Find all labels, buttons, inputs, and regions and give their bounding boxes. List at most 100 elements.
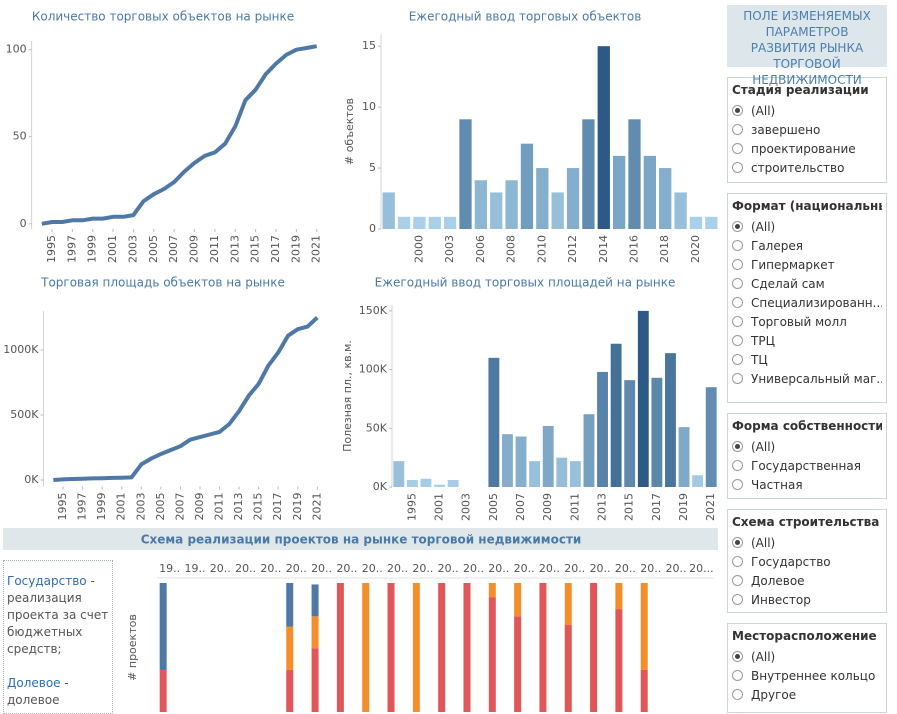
radio-option[interactable]: завершено (732, 120, 882, 139)
radio-option[interactable]: ТРЦ (732, 331, 882, 350)
bar (612, 155, 626, 229)
radio-button[interactable] (732, 316, 743, 327)
radio-option[interactable]: (All) (732, 647, 882, 666)
x-tick-label: 2021 (310, 235, 323, 263)
bar-segment (463, 583, 471, 712)
radio-button[interactable] (732, 670, 743, 681)
x-tick-label: 20.. (438, 562, 459, 575)
bar (443, 216, 457, 229)
bar-segment (286, 583, 294, 627)
radio-button[interactable] (732, 221, 743, 232)
radio-button[interactable] (732, 651, 743, 662)
radio-button[interactable] (732, 297, 743, 308)
radio-button[interactable] (732, 278, 743, 289)
radio-option[interactable]: Государство (732, 552, 882, 571)
filter-title: Форма собственности (732, 419, 882, 433)
bar (689, 216, 703, 229)
bar-segment (159, 583, 167, 670)
bar-segment (438, 583, 446, 712)
bar-segment (615, 609, 623, 712)
radio-label: Внутреннее кольцо (751, 668, 876, 683)
radio-label: ТЦ (751, 352, 768, 367)
bar (474, 180, 488, 229)
radio-button[interactable] (732, 441, 743, 452)
x-tick-label: 2003 (134, 493, 147, 521)
x-tick-label: 2015 (252, 493, 265, 521)
radio-label: ТРЦ (751, 333, 775, 348)
radio-button[interactable] (732, 335, 743, 346)
x-tick-label: 2008 (505, 235, 518, 263)
chart-title: Ежегодный ввод торговых площадей на рынк… (375, 276, 676, 290)
radio-option[interactable]: Торговый молл (732, 312, 882, 331)
radio-button[interactable] (732, 575, 743, 586)
radio-option[interactable]: Специализированн... (732, 293, 882, 312)
radio-option[interactable]: Гипермаркет (732, 255, 882, 274)
radio-option[interactable]: Другое (732, 685, 882, 704)
radio-button[interactable] (732, 162, 743, 173)
radio-option[interactable]: Внутреннее кольцо (732, 666, 882, 685)
bar (556, 457, 568, 487)
radio-button[interactable] (732, 537, 743, 548)
note: Государство - реализация проекта за счет… (7, 573, 110, 658)
radio-option[interactable]: (All) (732, 101, 882, 120)
x-tick-label: 2017 (269, 235, 282, 263)
radio-option[interactable]: строительство (732, 158, 882, 177)
bar (447, 479, 459, 487)
x-tick-label: 20.. (286, 562, 307, 575)
bar (566, 168, 580, 229)
chart-title: Схема реализации проектов на рынке торго… (141, 533, 582, 547)
radio-label: (All) (751, 439, 776, 454)
x-tick-label: 2010 (535, 235, 548, 263)
x-tick-label: 2005 (487, 493, 500, 521)
radio-button[interactable] (732, 594, 743, 605)
radio-option[interactable]: Сделай сам (732, 274, 882, 293)
radio-label: (All) (751, 103, 776, 118)
bar (428, 216, 441, 229)
radio-label: Государственная (751, 458, 861, 473)
bar (659, 168, 672, 229)
note: Долевое - долевое строительство (приобре… (7, 675, 110, 713)
radio-option[interactable]: (All) (732, 437, 882, 456)
bar-segment (640, 669, 648, 712)
radio-button[interactable] (732, 124, 743, 135)
radio-option[interactable]: Долевое (732, 571, 882, 590)
radio-option[interactable]: Инвестор (732, 590, 882, 609)
bar (529, 461, 541, 487)
radio-option[interactable]: (All) (732, 217, 882, 236)
radio-option[interactable]: ТЦ (732, 350, 882, 369)
bar (406, 479, 418, 487)
radio-button[interactable] (732, 259, 743, 270)
radio-button[interactable] (732, 689, 743, 700)
radio-option[interactable]: (All) (732, 533, 882, 552)
y-tick-label: 15 (362, 39, 376, 52)
radio-button[interactable] (732, 373, 743, 384)
radio-option[interactable]: проектирование (732, 139, 882, 158)
note-text: - долевое строительство (приобретение (7, 676, 100, 713)
radio-option[interactable]: Частная (732, 475, 882, 494)
filter-title: Схема строительства (732, 515, 880, 529)
x-tick-label: 2007 (173, 493, 186, 521)
y-tick-label: 10 (362, 100, 376, 113)
x-tick-label: 2001 (106, 235, 119, 263)
radio-button[interactable] (732, 556, 743, 567)
radio-option[interactable]: Галерея (732, 236, 882, 255)
y-tick-label: 5 (369, 161, 376, 174)
radio-button[interactable] (732, 143, 743, 154)
x-tick-label: 2009 (541, 493, 554, 521)
chart-title: Торговая площадь объектов на рынке (40, 276, 285, 290)
radio-label: Галерея (751, 238, 803, 253)
bar-segment (564, 625, 572, 712)
radio-button[interactable] (732, 479, 743, 490)
y-axis-title: # объектов (343, 98, 356, 165)
radio-button[interactable] (732, 460, 743, 471)
x-tick-label: 2017 (650, 493, 663, 521)
radio-option[interactable]: Государственная (732, 456, 882, 475)
radio-button[interactable] (732, 105, 743, 116)
scheme-notes: Государство - реализация проекта за счет… (3, 560, 113, 714)
radio-button[interactable] (732, 354, 743, 365)
radio-button[interactable] (732, 240, 743, 251)
radio-option[interactable]: Универсальный маг... (732, 369, 882, 388)
bar (637, 310, 649, 487)
x-tick-label: 2011 (568, 493, 581, 521)
note-term: Государство (7, 574, 87, 588)
